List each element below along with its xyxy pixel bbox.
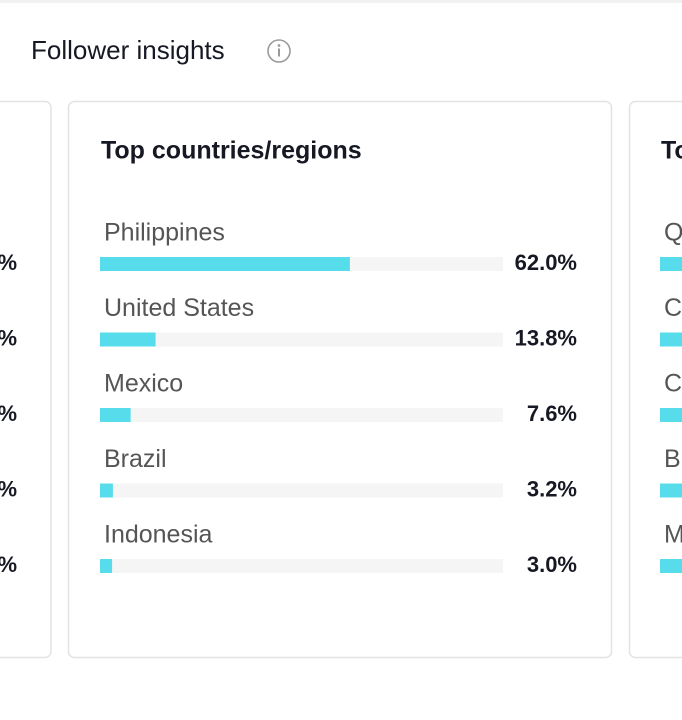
bar	[100, 559, 113, 573]
right-card-label: C	[664, 294, 682, 322]
right-card-label: Q	[664, 219, 682, 247]
bar	[100, 408, 131, 422]
left-card	[0, 100, 52, 659]
section-title: Follower insights	[31, 35, 225, 65]
left-card-value: %	[0, 552, 17, 577]
category-label: Indonesia	[104, 521, 213, 549]
right-card-bar	[660, 483, 682, 498]
right-card-bar	[660, 559, 682, 573]
category-label: Brazil	[104, 445, 167, 473]
right-card-label: M	[664, 521, 682, 549]
right-card	[628, 100, 682, 659]
category-label: Philippines	[104, 219, 225, 247]
bar-track	[100, 483, 503, 498]
bar-track	[100, 408, 503, 422]
bar	[100, 257, 350, 271]
left-card-value: %	[0, 401, 17, 426]
bar	[100, 483, 113, 498]
right-card-bar	[660, 332, 682, 347]
card-title: Top countries/regions	[101, 137, 362, 165]
right-card-title: To	[661, 137, 682, 165]
card	[67, 100, 613, 659]
right-card-bar	[660, 257, 682, 271]
value-label: 3.2%	[527, 476, 577, 501]
info-icon[interactable]	[267, 39, 291, 63]
value-label: 62.0%	[515, 250, 577, 275]
right-card-bar	[660, 408, 682, 422]
left-card-value: %	[0, 476, 17, 501]
category-label: United States	[104, 294, 254, 322]
bar-track	[100, 559, 503, 573]
bar	[100, 332, 156, 347]
right-card-label: C	[664, 370, 682, 398]
value-label: 3.0%	[527, 552, 577, 577]
left-card-value: %	[0, 250, 17, 275]
top-divider	[0, 0, 682, 3]
value-label: 7.6%	[527, 401, 577, 426]
category-label: Mexico	[104, 370, 183, 398]
right-card-label: B	[664, 445, 681, 473]
left-card-value: %	[0, 325, 17, 350]
bar-track	[100, 332, 503, 347]
value-label: 13.8%	[515, 325, 577, 350]
